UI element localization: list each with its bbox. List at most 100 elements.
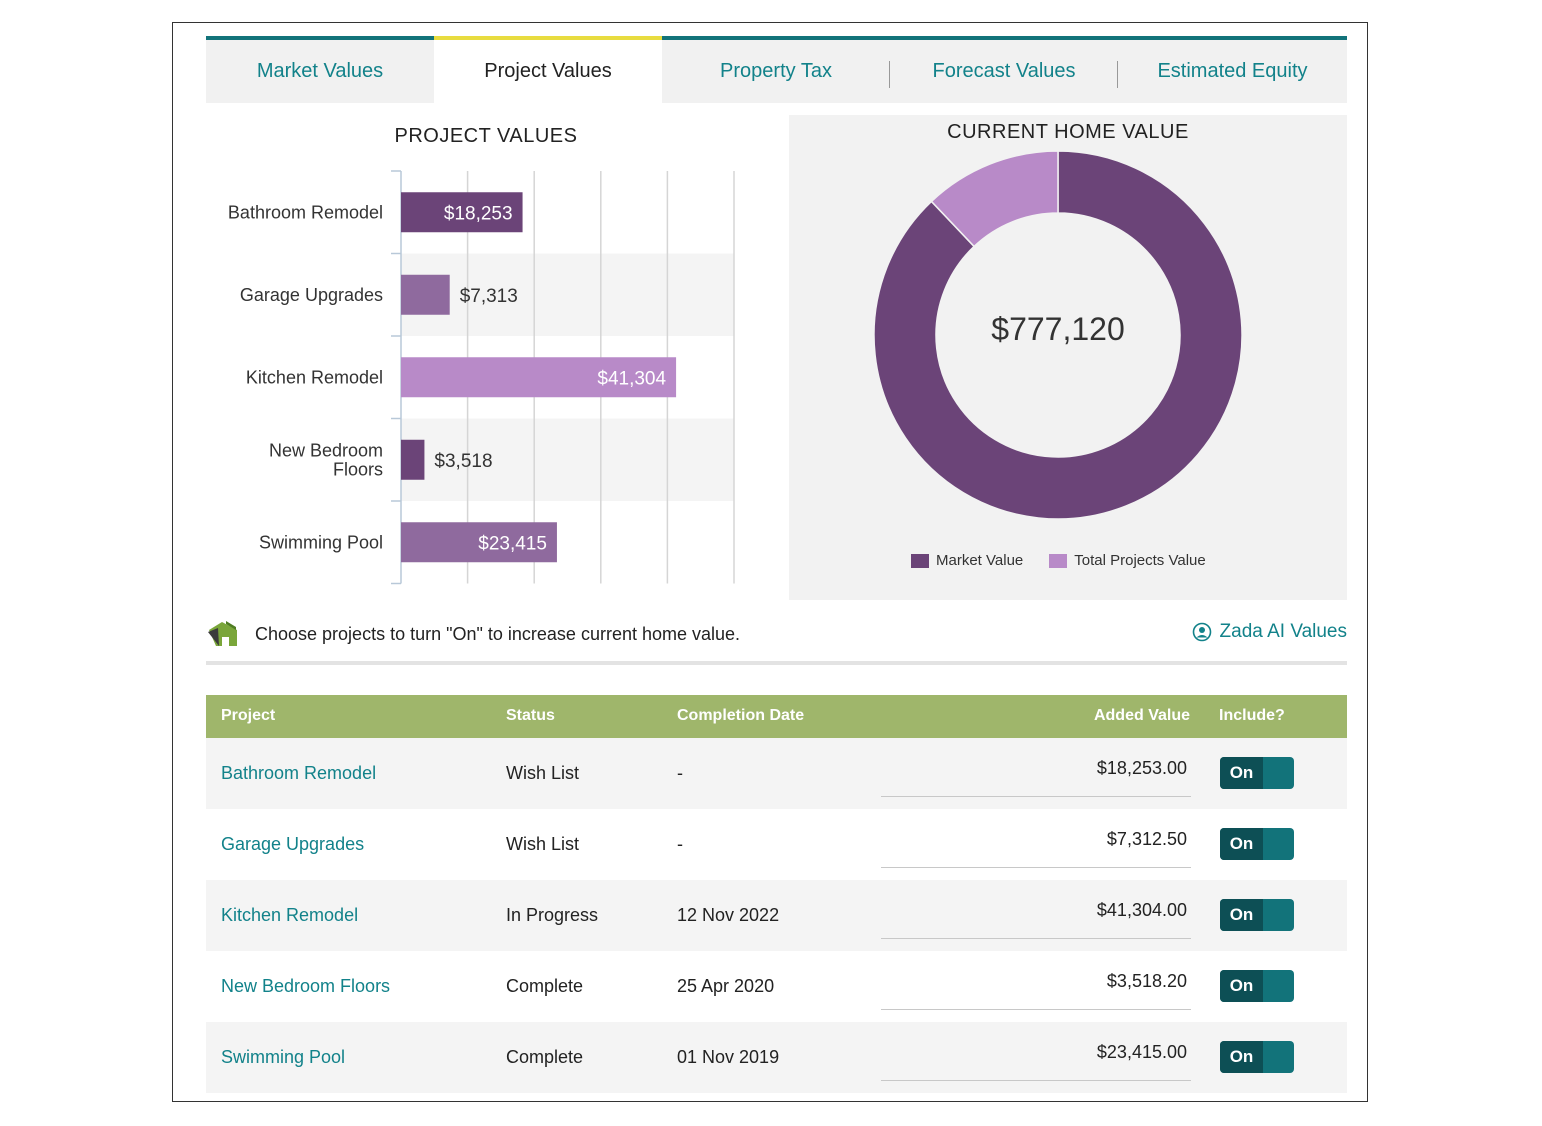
table-row: Bathroom Remodel Wish List - $18,253.00 …	[206, 738, 1347, 809]
table-row: Kitchen Remodel In Progress 12 Nov 2022 …	[206, 880, 1347, 951]
tab-label: Estimated Equity	[1157, 60, 1308, 82]
legend-item-total-projects: Total Projects Value	[1049, 552, 1206, 569]
bar-data-label: $18,253	[444, 203, 513, 224]
donut-slice	[874, 151, 1242, 519]
projects-table: Project Status Completion Date Added Val…	[206, 695, 1347, 1093]
tab-estimated-equity[interactable]: Estimated Equity	[1118, 36, 1347, 103]
tab-label: Project Values	[484, 60, 612, 82]
value-underline	[881, 867, 1191, 868]
toggle-label: On	[1220, 970, 1263, 1002]
legend-label: Total Projects Value	[1074, 552, 1206, 569]
bar-data-label: $41,304	[597, 368, 666, 389]
band-background	[401, 253, 734, 336]
donut-slice	[930, 151, 1059, 248]
tab-separator	[889, 61, 890, 88]
project-values-chart: PROJECT VALUES Bathroom Remodel $18,253 Ga…	[206, 115, 766, 595]
value-underline	[881, 938, 1191, 939]
include-toggle[interactable]: On	[1220, 899, 1294, 931]
status-cell: Wish List	[506, 763, 580, 783]
bar-data-label: $23,415	[478, 533, 547, 554]
table-row: New Bedroom Floors Complete 25 Apr 2020 …	[206, 951, 1347, 1022]
project-link[interactable]: Kitchen Remodel	[221, 905, 359, 925]
band-background	[401, 418, 734, 501]
bar	[401, 439, 425, 480]
status-cell: Wish List	[506, 834, 580, 854]
toggle-label: On	[1220, 1041, 1263, 1073]
tab-label: Market Values	[256, 60, 384, 82]
bar	[401, 522, 557, 563]
project-link[interactable]: New Bedroom Floors	[221, 976, 391, 996]
table-row: Garage Upgrades Wish List - $7,312.50 On	[206, 809, 1347, 880]
zada-ai-values-link[interactable]: Zada AI Values	[1192, 618, 1347, 646]
legend-item-market-value: Market Value	[911, 552, 1023, 569]
bar-data-label: $7,313	[460, 286, 518, 307]
donut-chart-svg	[874, 151, 1242, 519]
tab-forecast-values[interactable]: Forecast Values	[890, 36, 1118, 103]
tab-label: Property Tax	[720, 60, 832, 82]
include-toggle[interactable]: On	[1220, 828, 1294, 860]
tab-market-values[interactable]: Market Values	[206, 36, 434, 103]
include-toggle[interactable]: On	[1220, 970, 1294, 1002]
date-cell: 12 Nov 2022	[677, 905, 780, 925]
donut-title: CURRENT HOME VALUE	[947, 121, 1189, 143]
project-link[interactable]: Swimming Pool	[221, 1047, 346, 1067]
house-tools-icon	[208, 621, 237, 646]
legend-swatch	[911, 553, 929, 568]
category-label: New Bedroom Floors	[269, 440, 383, 479]
status-cell: Complete	[506, 1047, 584, 1067]
project-link[interactable]: Bathroom Remodel	[221, 763, 377, 783]
current-home-value-panel: CURRENT HOME VALUE $777,120 Market Value…	[789, 115, 1347, 600]
added-value-cell: $3,518.20	[1106, 971, 1187, 991]
donut-center-value: $777,120	[991, 311, 1125, 347]
bar	[401, 274, 450, 315]
category-label: Bathroom Remodel	[228, 202, 383, 222]
header-include: Include?	[1219, 707, 1285, 724]
tab-project-values[interactable]: Project Values	[434, 36, 662, 103]
added-value-cell: $41,304.00	[1096, 900, 1187, 920]
value-underline	[881, 796, 1191, 797]
toggle-label: On	[1220, 757, 1263, 789]
include-toggle[interactable]: On	[1220, 757, 1294, 789]
table-row: Swimming Pool Complete 01 Nov 2019 $23,4…	[206, 1022, 1347, 1093]
hint-text: Choose projects to turn "On" to increase…	[255, 623, 741, 644]
header-added-value: Added Value	[1093, 707, 1190, 724]
value-underline	[881, 1080, 1191, 1081]
legend-label: Market Value	[936, 552, 1024, 569]
project-link[interactable]: Garage Upgrades	[221, 834, 365, 854]
section-divider	[206, 661, 1347, 665]
toggle-label: On	[1220, 899, 1263, 931]
bar	[401, 357, 677, 398]
category-label: Kitchen Remodel	[246, 367, 383, 387]
date-cell: -	[677, 834, 683, 854]
tab-bar: Market Values Project Values Property Ta…	[206, 36, 1347, 103]
user-circle-icon	[1192, 622, 1211, 642]
chart-title: PROJECT VALUES	[394, 125, 578, 147]
tab-label: Forecast Values	[932, 60, 1076, 82]
bar	[401, 192, 523, 233]
table-header: Project Status Completion Date Added Val…	[206, 695, 1347, 738]
status-cell: In Progress	[506, 905, 599, 925]
tab-separator	[1117, 61, 1118, 88]
donut-legend: Market Value Total Projects Value	[911, 552, 1206, 569]
tab-property-tax[interactable]: Property Tax	[662, 36, 890, 103]
date-cell: 01 Nov 2019	[677, 1047, 780, 1067]
legend-swatch	[1049, 553, 1068, 568]
bar-chart-svg: Bathroom Remodel $18,253 Garage Upgrades $7…	[228, 170, 735, 585]
added-value-cell: $23,415.00	[1096, 1042, 1187, 1062]
bar-data-label: $3,518	[434, 451, 492, 472]
category-label: Garage Upgrades	[240, 285, 383, 305]
hint-row: Choose projects to turn "On" to increase…	[206, 618, 740, 650]
include-toggle[interactable]: On	[1220, 1041, 1294, 1073]
added-value-cell: $7,312.50	[1106, 829, 1187, 849]
table-body: Bathroom Remodel Wish List - $18,253.00 …	[206, 738, 1347, 1093]
header-status: Status	[506, 707, 555, 724]
header-completion-date: Completion Date	[677, 707, 805, 724]
date-cell: -	[677, 763, 683, 783]
toggle-label: On	[1220, 828, 1263, 860]
header-project: Project	[221, 707, 276, 724]
zada-label: Zada AI Values	[1219, 621, 1347, 642]
status-cell: Complete	[506, 976, 584, 996]
value-underline	[881, 1009, 1191, 1010]
added-value-cell: $18,253.00	[1096, 758, 1187, 778]
category-label: Swimming Pool	[259, 532, 383, 552]
